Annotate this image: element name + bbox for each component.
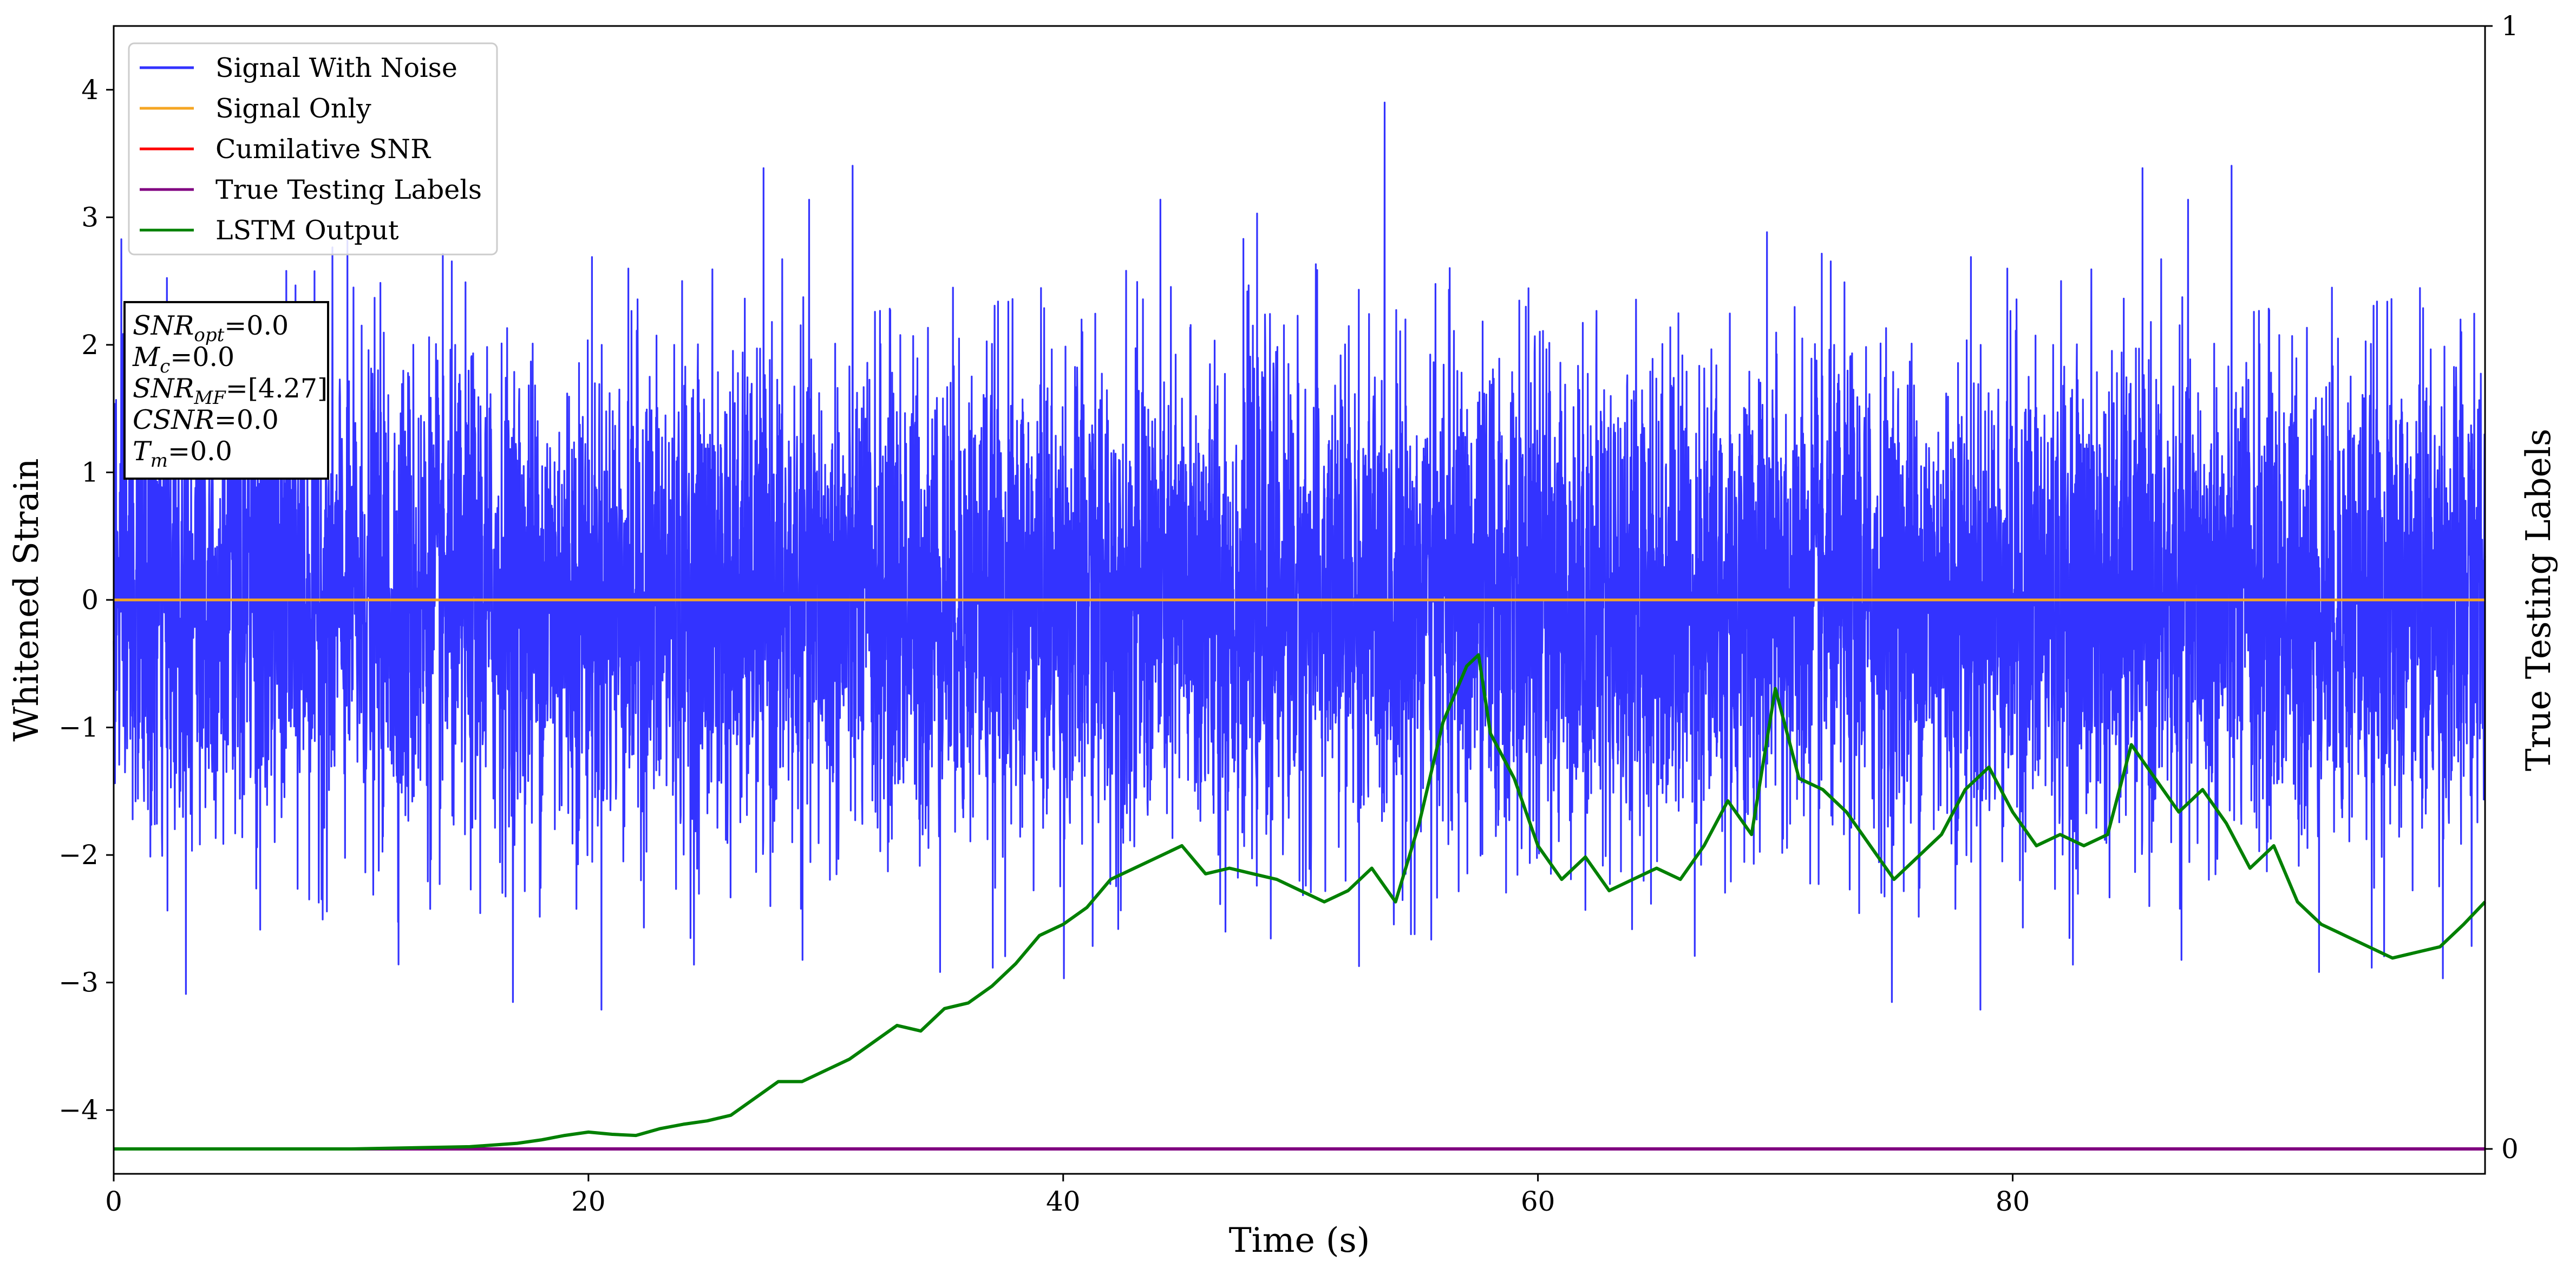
legend: Signal With Noise Signal Only Cumilative S…	[128, 42, 498, 256]
lstm-output-line	[114, 653, 2487, 1151]
y-tick-label-right: 0	[2501, 1133, 2519, 1165]
y-tick-label-left: 3	[81, 201, 99, 233]
x-tick-label: 60	[1521, 1186, 1555, 1217]
info-box-line: SNRopt=0.0	[133, 310, 289, 346]
y-tick-label-left: −3	[58, 967, 99, 998]
legend-entry-label: True Testing Labels	[215, 174, 482, 205]
signal-with-noise-line	[113, 101, 2486, 1011]
legend-entry-label: Cumilative SNR	[215, 134, 431, 165]
y-tick-label-left: −4	[58, 1094, 99, 1126]
x-tick-label: 80	[1996, 1186, 2030, 1217]
legend-entry-label: Signal With Noise	[215, 53, 457, 83]
y-tick-label-left: 0	[81, 584, 99, 616]
y-tick-label-left: 1	[81, 456, 99, 488]
y-tick-label-left: −2	[58, 839, 99, 871]
info-box-line: CSNR=0.0	[133, 404, 279, 435]
signal-with-noise-series	[113, 101, 2486, 1011]
x-tick-label: 40	[1046, 1186, 1081, 1217]
y-tick-label-left: 2	[81, 329, 99, 361]
info-box: SNRopt=0.0Mc=0.0SNRMF=[4.27]CSNR=0.0Tm=0…	[123, 301, 329, 480]
legend-entry-label: Signal Only	[215, 93, 371, 124]
info-box-line: Tm=0.0	[133, 436, 232, 472]
legend-frame	[128, 42, 498, 256]
y-tick-label-left: 4	[81, 74, 99, 106]
info-box-frame	[123, 301, 329, 480]
info-box-line: SNRMF=[4.27]	[133, 373, 328, 409]
x-axis-label: Time (s)	[1229, 1220, 1370, 1260]
x-tick-label: 20	[571, 1186, 606, 1217]
y-axis-label-right: True Testing Labels	[2519, 429, 2558, 772]
y-tick-label-left: −1	[58, 712, 99, 743]
y-axis-label-left: Whitened Strain	[6, 458, 46, 741]
legend-entry-label: LSTM Output	[215, 215, 399, 246]
x-tick-label: 0	[105, 1186, 122, 1217]
y-tick-label-right: 1	[2501, 10, 2519, 42]
info-box-line: Mc=0.0	[132, 342, 234, 377]
